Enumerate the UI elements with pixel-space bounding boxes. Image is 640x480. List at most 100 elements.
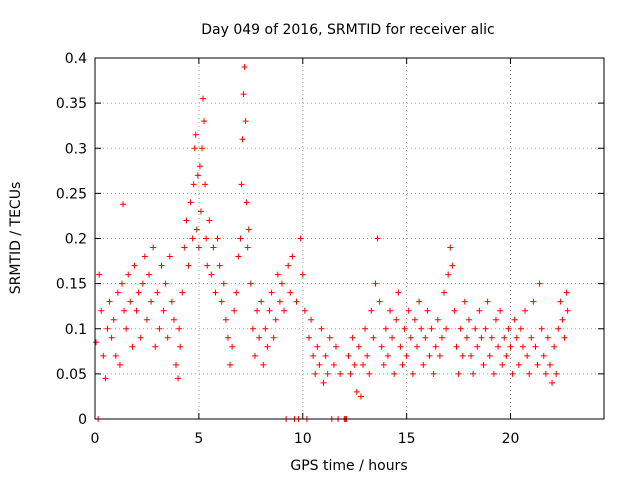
data-point [251, 352, 258, 359]
data-point [480, 361, 487, 368]
data-point [470, 370, 477, 377]
data-point [465, 316, 472, 323]
data-point [108, 334, 115, 341]
data-point [308, 316, 315, 323]
data-point [426, 352, 433, 359]
data-point [220, 280, 227, 287]
data-point [509, 370, 516, 377]
data-point [436, 352, 443, 359]
data-point [231, 307, 238, 314]
data-point [376, 298, 383, 305]
y-tick-label: 0.4 [65, 51, 87, 67]
data-point [420, 361, 427, 368]
data-point [524, 352, 531, 359]
data-point [156, 325, 163, 332]
data-point [214, 235, 221, 242]
data-point [170, 316, 177, 323]
data-point [326, 334, 333, 341]
y-axis-label: SRMTID / TECUs [8, 182, 24, 295]
data-point [482, 325, 489, 332]
data-point [293, 298, 300, 305]
data-point [177, 343, 184, 350]
data-point [168, 298, 175, 305]
data-point [418, 325, 425, 332]
data-point [216, 262, 223, 269]
data-point [201, 118, 208, 125]
data-point [320, 379, 327, 386]
data-point [239, 136, 246, 143]
x-tick-label: 5 [194, 431, 203, 447]
data-point [382, 325, 389, 332]
data-point [166, 253, 173, 260]
data-point [414, 343, 421, 350]
data-point [218, 298, 225, 305]
data-point [237, 235, 244, 242]
data-point [143, 316, 150, 323]
y-tick-label: 0.2 [65, 232, 87, 248]
data-point [137, 334, 144, 341]
data-point [301, 307, 308, 314]
data-point [146, 271, 153, 278]
data-point [532, 343, 539, 350]
data-point [96, 271, 103, 278]
data-point [162, 280, 169, 287]
data-point [360, 361, 367, 368]
data-point [407, 334, 414, 341]
data-point [459, 352, 466, 359]
data-point [310, 352, 317, 359]
y-tick-label: 0.35 [56, 96, 87, 112]
data-point [351, 361, 358, 368]
data-point [318, 325, 325, 332]
data-point [106, 298, 113, 305]
data-point [362, 325, 369, 332]
data-point [187, 199, 194, 206]
data-point [461, 298, 468, 305]
data-point [428, 325, 435, 332]
data-point [197, 208, 204, 215]
data-point [244, 244, 251, 251]
data-point [497, 307, 504, 314]
data-point [389, 334, 396, 341]
data-point [357, 393, 364, 400]
data-point [511, 316, 518, 323]
data-point [127, 298, 134, 305]
data-point [432, 343, 439, 350]
data-point [260, 361, 267, 368]
data-point [276, 298, 283, 305]
y-tick-label: 0 [78, 412, 87, 428]
data-point [526, 370, 533, 377]
x-tick-label: 10 [294, 431, 312, 447]
data-point [235, 253, 242, 260]
data-point [189, 235, 196, 242]
data-point [110, 316, 117, 323]
data-point [387, 307, 394, 314]
data-point [476, 307, 483, 314]
data-point [181, 244, 188, 251]
x-axis-label: GPS time / hours [290, 458, 407, 474]
data-point [227, 361, 234, 368]
data-point [198, 145, 205, 152]
data-point [133, 307, 140, 314]
data-point [249, 325, 256, 332]
data-point [190, 181, 197, 188]
data-point [401, 325, 408, 332]
data-point [158, 262, 165, 269]
y-tick-label: 0.3 [65, 141, 87, 157]
data-point [330, 361, 337, 368]
data-point [559, 316, 566, 323]
data-point [131, 262, 138, 269]
data-point [100, 352, 107, 359]
data-point [183, 217, 190, 224]
data-point [355, 343, 362, 350]
data-point [366, 370, 373, 377]
data-point [503, 352, 510, 359]
data-point [135, 289, 142, 296]
plot-frame [94, 57, 605, 420]
data-point [546, 361, 553, 368]
data-point [513, 334, 520, 341]
data-point [222, 316, 229, 323]
data-point [193, 226, 200, 233]
data-point [391, 370, 398, 377]
data-point [364, 352, 371, 359]
